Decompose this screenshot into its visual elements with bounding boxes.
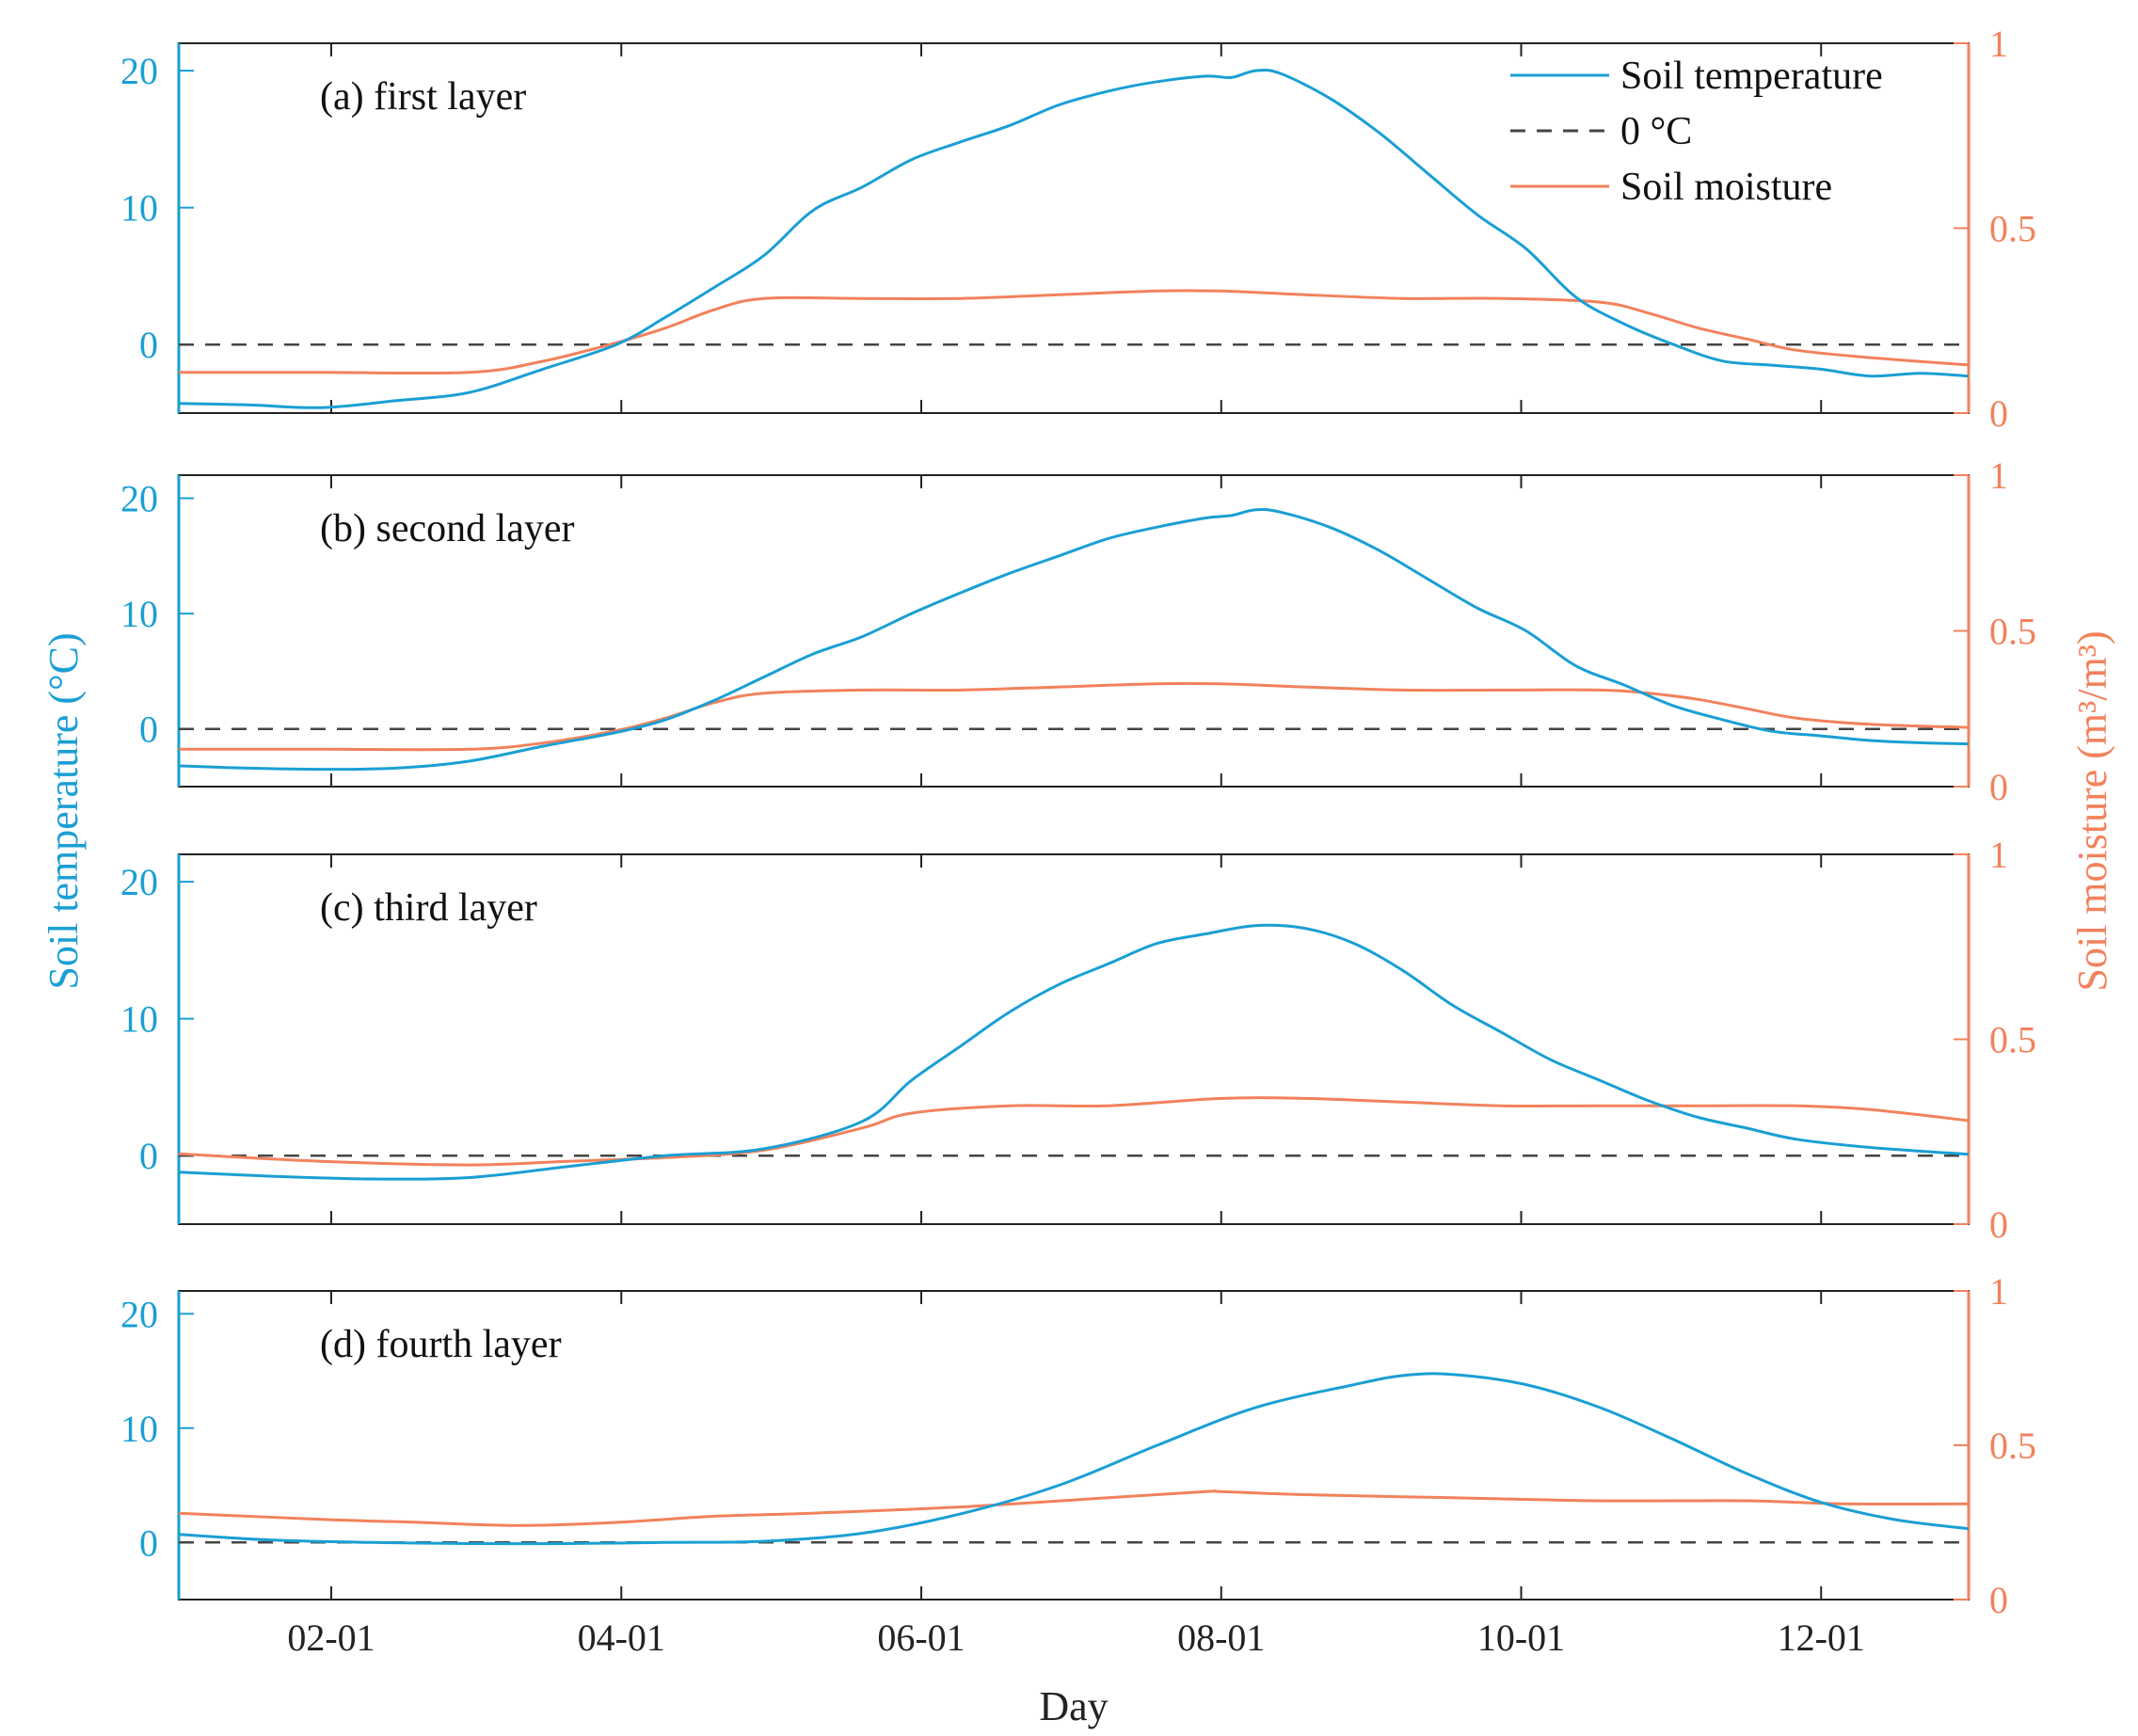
temperature-line — [178, 508, 1970, 772]
y-left-tick-label: 0 — [139, 709, 158, 751]
legend: Soil temperature 0 °C Soil moisture — [1510, 55, 1883, 209]
legend-label-moisture: Soil moisture — [1620, 166, 1832, 209]
panel-3: 0 10 20 0 0.5 1 (c) third layer — [120, 834, 2036, 1246]
y-left-tick-label: 20 — [120, 50, 158, 92]
y-right-tick-label: 1 — [1989, 834, 2008, 876]
panel-label: (d) fourth layer — [320, 1323, 562, 1366]
temperature-line — [178, 68, 1970, 409]
legend-label-zero-line: 0 °C — [1620, 110, 1692, 153]
y-right-tick-label: 0 — [1989, 1579, 2008, 1621]
x-tick-label: 12-01 — [1778, 1617, 1865, 1659]
panel-label: (b) second layer — [320, 507, 575, 550]
panel-1: 0 10 20 0 0.5 1 (a) first layer — [120, 23, 2036, 435]
y-right-tick-label: 0.5 — [1989, 208, 2036, 250]
x-axis-title: Day — [1039, 1683, 1108, 1729]
x-tick-label: 08-01 — [1177, 1617, 1265, 1659]
y-left-tick-label: 10 — [120, 187, 158, 230]
y-axis-left-title: Soil temperature (°C) — [40, 632, 87, 989]
y-left-tick-label: 10 — [120, 593, 158, 635]
y-left-tick-label: 10 — [120, 1408, 158, 1450]
y-left-tick-label: 20 — [120, 861, 158, 903]
y-right-tick-label: 1 — [1989, 1270, 2008, 1313]
y-right-tick-label: 0.5 — [1989, 1019, 2036, 1061]
y-left-tick-label: 20 — [120, 1293, 158, 1335]
y-left-tick-label: 0 — [139, 324, 158, 366]
y-left-tick-label: 10 — [120, 998, 158, 1041]
y-right-tick-label: 0.5 — [1989, 1425, 2036, 1467]
y-axis-right-title: Soil moisture (m³/m³) — [2069, 630, 2115, 991]
legend-label-temperature: Soil temperature — [1620, 55, 1883, 98]
y-right-tick-label: 0 — [1989, 392, 2008, 435]
moisture-line — [178, 1489, 1970, 1527]
temperature-line — [178, 923, 1970, 1181]
panel-label: (c) third layer — [320, 886, 537, 930]
temperature-line — [178, 1372, 1970, 1546]
panel-4: 02-01 04-01 06-01 08-01 10-01 12-01 0 10 20 0 0.5 1… — [120, 1270, 2036, 1659]
y-left-tick-label: 20 — [120, 478, 158, 520]
y-right-tick-label: 1 — [1989, 454, 2008, 497]
y-right-tick-label: 0 — [1989, 1203, 2008, 1246]
y-right-tick-label: 0 — [1989, 766, 2008, 808]
y-right-tick-label: 0.5 — [1989, 611, 2036, 653]
y-right-tick-label: 1 — [1989, 23, 2008, 65]
moisture-line — [178, 289, 1970, 375]
x-tick-label: 02-01 — [287, 1617, 375, 1659]
x-tick-label: 06-01 — [877, 1617, 965, 1659]
y-left-tick-label: 0 — [139, 1521, 158, 1564]
moisture-line — [178, 1096, 1970, 1167]
x-tick-label: 04-01 — [578, 1617, 665, 1659]
x-tick-label: 10-01 — [1477, 1617, 1565, 1659]
panel-2: 0 10 20 0 0.5 1 (b) second layer — [120, 454, 2036, 808]
moisture-line — [179, 681, 1970, 752]
panel-label: (a) first layer — [320, 75, 526, 119]
y-left-tick-label: 0 — [139, 1135, 158, 1177]
